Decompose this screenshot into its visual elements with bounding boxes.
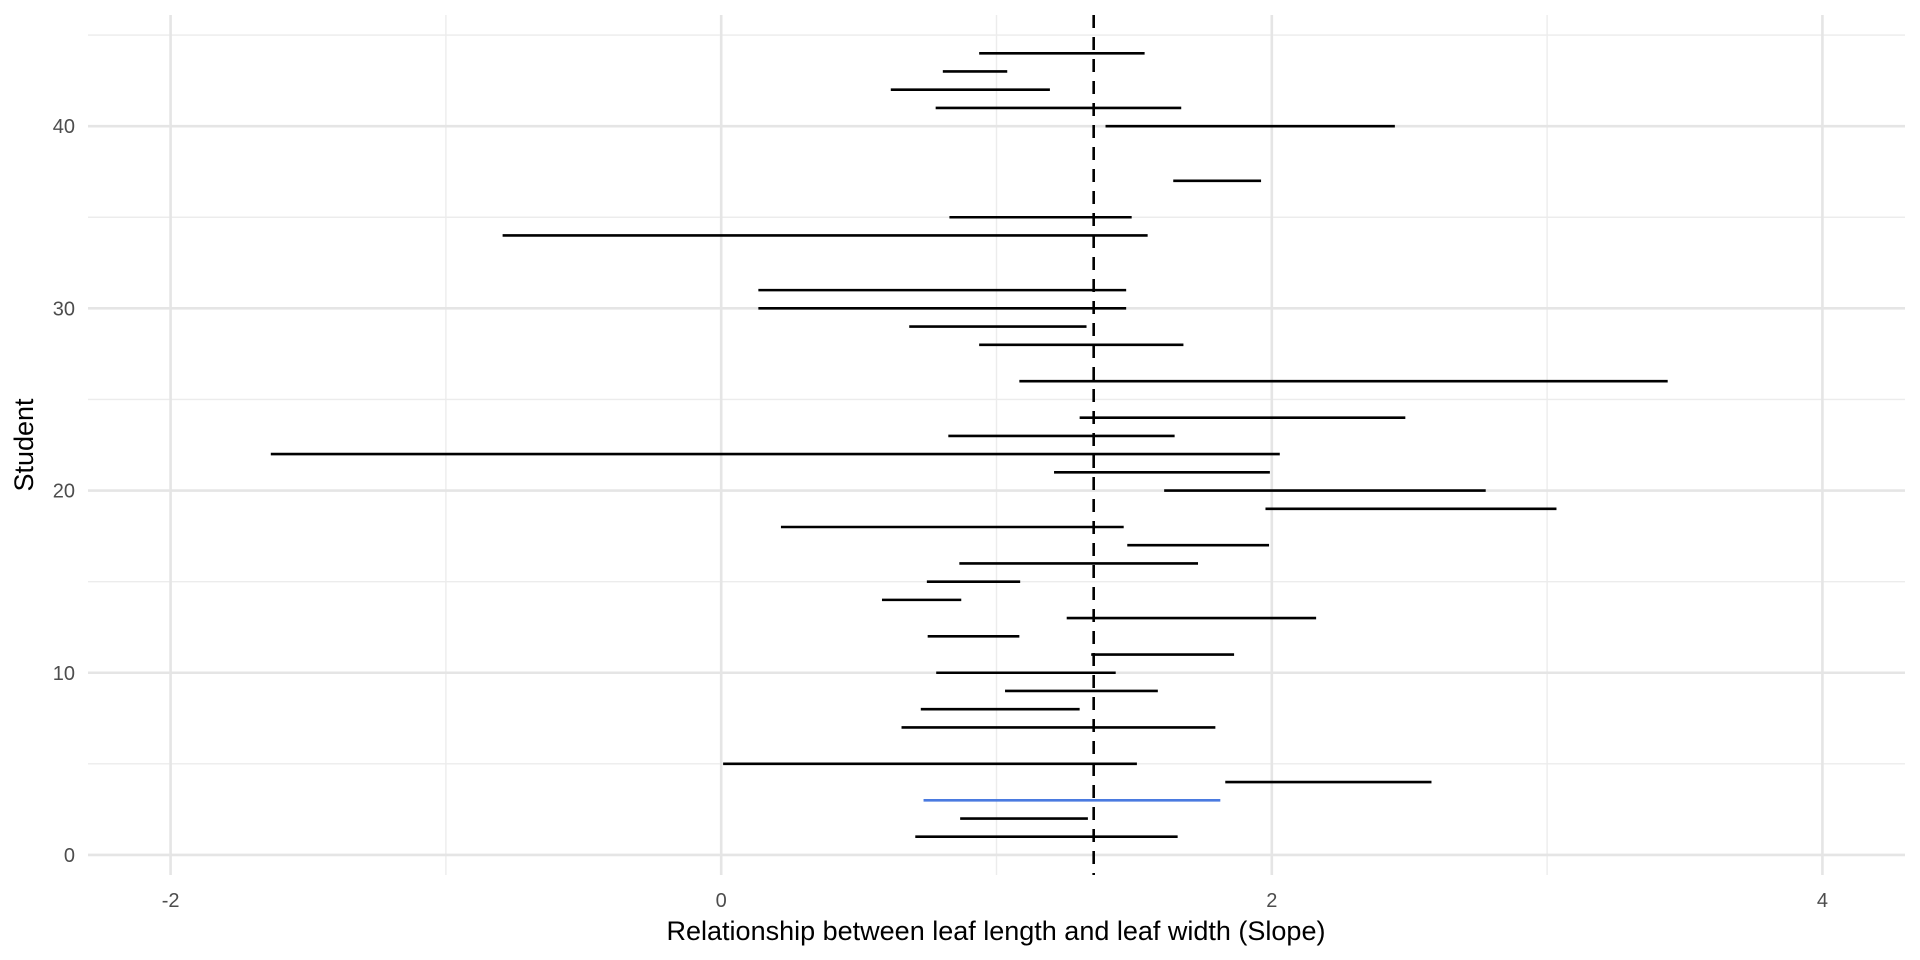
x-tick-label: 2 <box>1266 890 1277 912</box>
x-tick-label: -2 <box>162 890 180 912</box>
y-axis-ticks: 0 10 20 30 40 <box>53 116 75 867</box>
x-tick-label: 4 <box>1817 890 1828 912</box>
y-tick-label: 30 <box>53 298 75 320</box>
x-axis-ticks: -2 0 2 4 <box>162 890 1828 912</box>
grid <box>88 15 1905 875</box>
y-tick-label: 0 <box>64 845 75 867</box>
y-tick-label: 10 <box>53 663 75 685</box>
y-axis-title: Student <box>9 398 39 492</box>
interval-segments <box>270 51 1668 839</box>
x-axis-title: Relationship between leaf length and lea… <box>667 916 1326 946</box>
y-tick-label: 20 <box>53 481 75 503</box>
x-tick-label: 0 <box>716 890 727 912</box>
y-tick-label: 40 <box>53 116 75 138</box>
